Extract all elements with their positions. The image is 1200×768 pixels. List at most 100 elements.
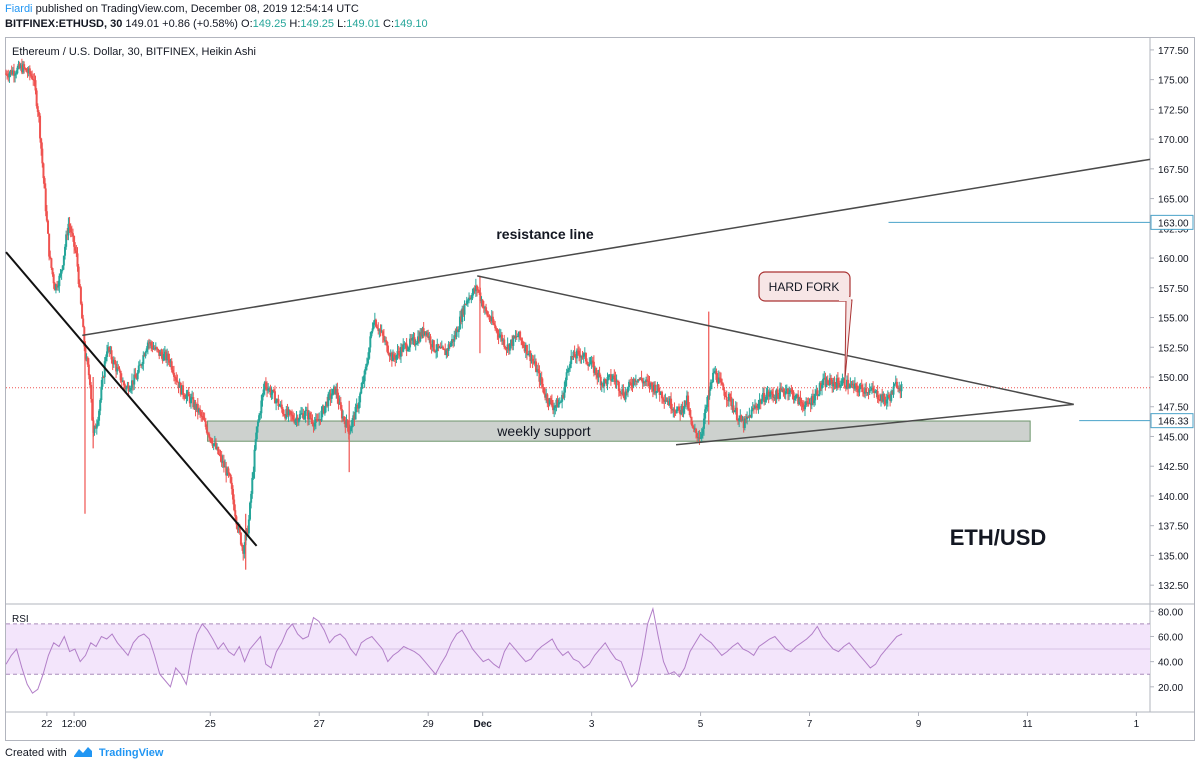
candle-body xyxy=(743,418,746,428)
candle-body xyxy=(813,400,816,404)
y-tick-label: 177.50 xyxy=(1158,46,1189,57)
candle-body xyxy=(750,409,753,418)
candle-body xyxy=(469,297,472,299)
candle-body xyxy=(278,405,281,407)
candle-body xyxy=(584,352,587,362)
candle-body xyxy=(52,274,55,284)
rsi-y-tick-label: 40.00 xyxy=(1158,658,1183,669)
candle-body xyxy=(842,379,845,381)
candle-body xyxy=(466,300,469,302)
candle-body xyxy=(781,389,784,391)
candle-body xyxy=(462,308,465,315)
candle-body xyxy=(370,331,373,337)
candle-body xyxy=(704,409,707,419)
candle-body xyxy=(555,399,558,406)
candle-body xyxy=(115,363,118,372)
candle-body xyxy=(738,417,741,422)
candle-body xyxy=(123,381,126,386)
candle-body xyxy=(605,379,608,385)
candle-body xyxy=(474,285,477,292)
candle-body xyxy=(758,400,761,404)
candle-body xyxy=(876,390,879,399)
candle-body xyxy=(108,347,111,352)
candle-body xyxy=(572,351,575,358)
candle-body xyxy=(212,443,215,446)
candle-body xyxy=(152,348,155,350)
candle-body xyxy=(845,379,848,389)
x-tick-label: 29 xyxy=(423,719,435,730)
candle-body xyxy=(44,188,47,212)
candle-body xyxy=(194,402,197,410)
candle-body xyxy=(386,341,389,352)
candle-body xyxy=(293,419,296,423)
candle-body xyxy=(673,409,676,412)
triangle-lower-line xyxy=(675,403,1074,446)
candle-body xyxy=(480,300,483,302)
tradingview-brand[interactable]: TradingView xyxy=(98,747,164,759)
candle-body xyxy=(5,73,7,75)
candle-body xyxy=(867,392,870,394)
candle-body xyxy=(331,389,334,396)
candle-body xyxy=(569,364,572,369)
candle-body xyxy=(515,336,518,338)
candle-body xyxy=(633,378,636,382)
candle-body xyxy=(93,426,96,433)
candle-body xyxy=(224,466,227,468)
candle-body xyxy=(419,332,422,342)
candle-body xyxy=(663,399,666,402)
candle-body xyxy=(884,399,887,404)
created-with-text: Created with xyxy=(5,747,67,759)
candle-body xyxy=(447,344,450,351)
candle-body xyxy=(327,394,330,407)
candle-body xyxy=(475,285,478,290)
candle-body xyxy=(885,399,888,404)
candle-body xyxy=(133,374,136,385)
candle-body xyxy=(119,370,122,381)
candle-body xyxy=(695,428,698,434)
rsi-y-tick-label: 80.00 xyxy=(1158,607,1183,618)
candle-body xyxy=(85,357,88,359)
candle-body xyxy=(409,338,412,348)
candle-body xyxy=(431,340,434,348)
candle-body xyxy=(799,397,802,403)
candle-body xyxy=(791,390,794,393)
candle-body xyxy=(611,378,614,381)
candle-body xyxy=(86,357,89,365)
candle-body xyxy=(368,347,371,359)
candle-body xyxy=(636,380,639,382)
candle-body xyxy=(158,349,161,356)
low-value: 149.01 xyxy=(346,18,380,30)
price-change: +0.86 (+0.58%) xyxy=(162,18,238,30)
candle-body xyxy=(209,437,212,439)
candle-body xyxy=(547,401,550,405)
author-name[interactable]: Fiardi xyxy=(5,3,33,15)
candle-body xyxy=(575,350,578,359)
candle-body xyxy=(554,405,557,408)
candle-body xyxy=(11,70,14,75)
candle-body xyxy=(679,410,682,415)
candle-body xyxy=(397,351,400,353)
candle-body xyxy=(681,405,684,413)
candle-body xyxy=(339,402,342,410)
candle-body xyxy=(824,377,827,387)
candle-body xyxy=(69,226,72,233)
candle-body xyxy=(900,384,903,392)
candle-body xyxy=(359,393,362,403)
y-tick-label: 132.50 xyxy=(1158,581,1189,592)
candle-body xyxy=(722,384,725,391)
candle-body xyxy=(465,300,468,304)
candle-body xyxy=(772,393,775,398)
candle-body xyxy=(42,163,45,179)
candle-body xyxy=(221,461,224,463)
candle-body xyxy=(313,422,316,427)
candle-body xyxy=(645,379,648,382)
candle-body xyxy=(135,377,138,380)
candle-body xyxy=(894,381,897,384)
candle-body xyxy=(540,377,543,384)
candle-body xyxy=(382,335,385,341)
candle-body xyxy=(717,377,720,384)
candle-body xyxy=(866,392,869,394)
y-tick-label: 152.50 xyxy=(1158,343,1189,354)
candle-body xyxy=(266,386,269,391)
